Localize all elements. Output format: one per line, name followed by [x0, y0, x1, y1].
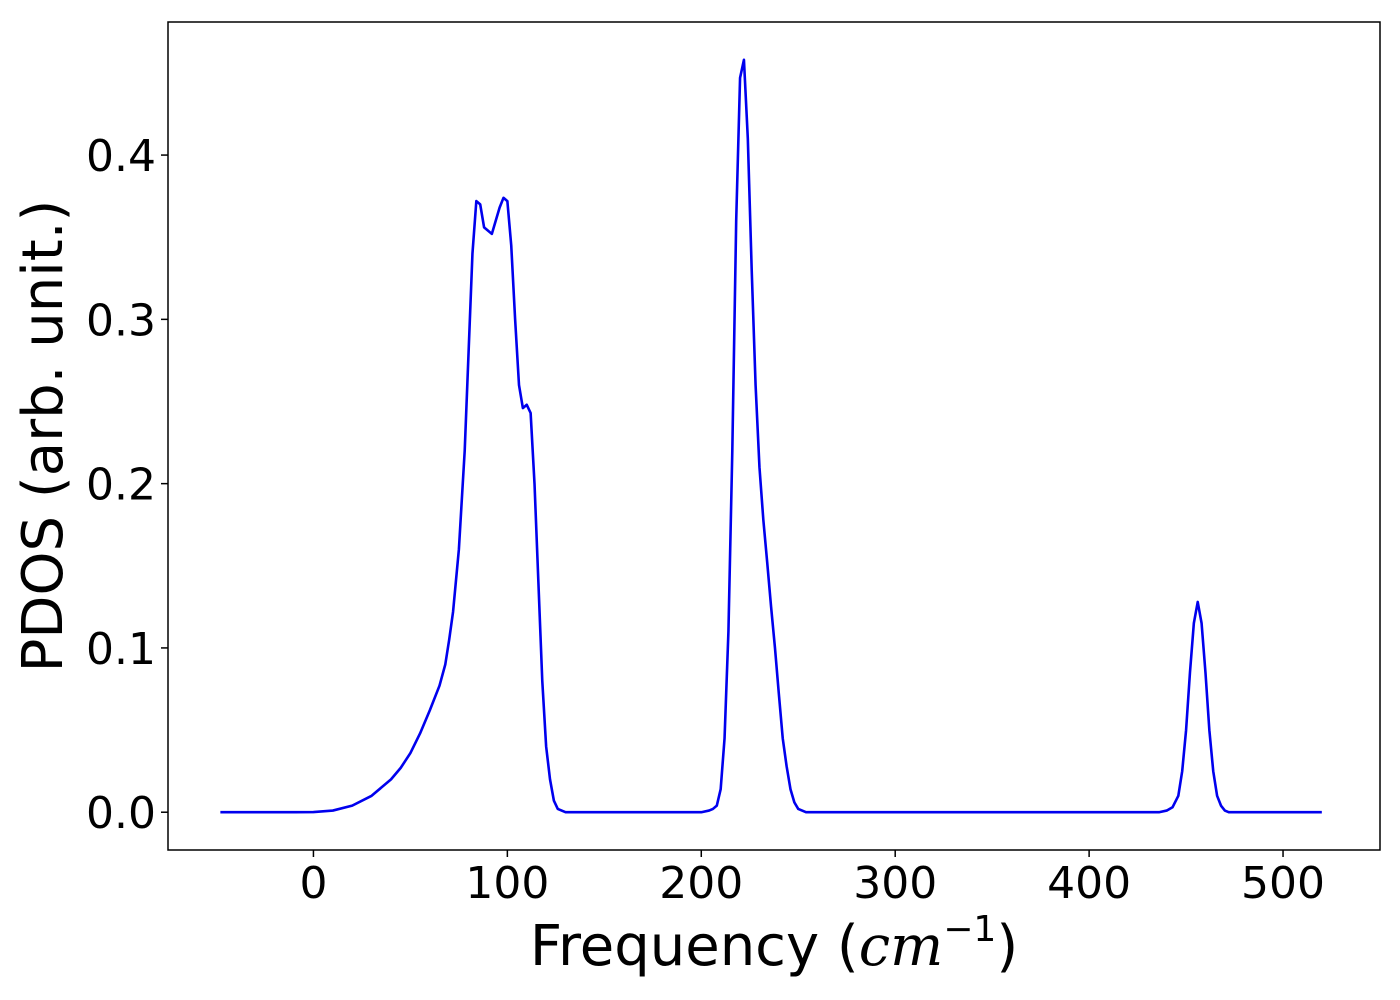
- x-tick-label: 100: [465, 858, 549, 909]
- x-axis-label-exponent: −1: [943, 909, 996, 950]
- y-axis-ticks: 0.0 0.1 0.2 0.3 0.4: [86, 131, 168, 839]
- plot-area: [167, 21, 1381, 851]
- y-tick-label: 0.2: [86, 460, 156, 511]
- pdos-series-line: [220, 58, 1322, 814]
- x-tick-label: 0: [299, 858, 327, 909]
- x-axis-ticks: 0 100 200 300 400 500: [299, 850, 1325, 909]
- x-axis-label-suffix: ): [996, 914, 1018, 979]
- y-tick-label: 0.1: [86, 624, 156, 675]
- x-axis-label-prefix: Frequency (: [530, 914, 859, 979]
- y-tick-label: 0.3: [86, 295, 156, 346]
- x-tick-label: 300: [853, 858, 937, 909]
- y-axis-label: PDOS (arb. unit.): [11, 200, 76, 673]
- y-tick-label: 0.0: [86, 788, 156, 839]
- x-tick-label: 500: [1241, 858, 1325, 909]
- y-tick-label: 0.4: [86, 131, 156, 182]
- x-axis-label: Frequency (cm−1): [530, 909, 1018, 979]
- x-tick-label: 400: [1047, 858, 1131, 909]
- x-axis-label-unit: cm: [859, 914, 943, 979]
- series-layer: [220, 58, 1322, 814]
- x-tick-label: 200: [659, 858, 743, 909]
